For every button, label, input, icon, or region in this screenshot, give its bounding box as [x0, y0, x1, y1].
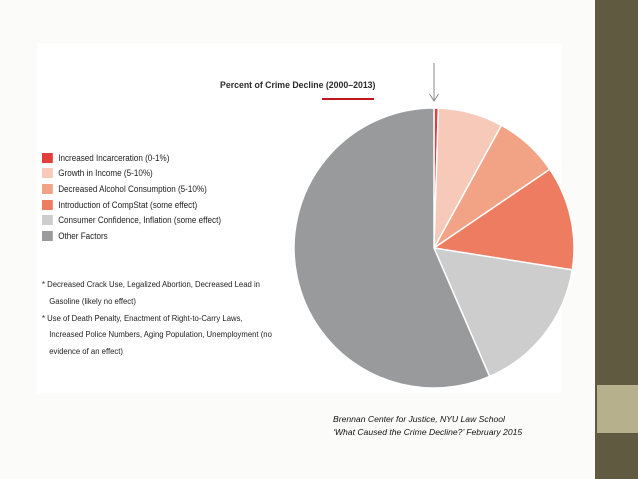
sidebar-tab — [597, 385, 638, 433]
legend-swatch — [42, 152, 53, 163]
pie-slice-4 — [432, 247, 574, 378]
pointer-arrow — [429, 63, 439, 102]
chart-title: Percent of Crime Decline (2000–2013) — [220, 80, 376, 91]
note-line: * Decreased Crack Use, Legalized Abortio… — [42, 279, 260, 289]
legend-label: Introduction of CompStat (some effect) — [58, 199, 198, 210]
pointer-arrow-head — [429, 93, 439, 102]
legend-label: Other Factors — [58, 230, 108, 241]
legend: Increased Incarceration (0-1%) Growth in… — [42, 150, 241, 244]
source-line: ‘What Caused the Crime Decline?’ Februar… — [333, 427, 523, 437]
source-citation: Brennan Center for Justice, NYU Law Scho… — [333, 413, 522, 439]
legend-label: Growth in Income (5-10%) — [58, 168, 153, 179]
note-line: * Use of Death Penalty, Enactment of Rig… — [42, 312, 243, 323]
legend-swatch — [42, 230, 53, 241]
legend-swatch — [42, 215, 53, 226]
note-line: evidence of an effect) — [49, 346, 124, 357]
legend-swatch — [42, 183, 53, 194]
legend-label: Consumer Confidence, Inflation (some eff… — [58, 215, 222, 226]
pie-slices — [293, 107, 575, 389]
title-underline — [322, 98, 374, 100]
note-line: Increased Police Numbers, Aging Populati… — [49, 329, 272, 340]
legend-swatch — [42, 168, 53, 179]
note-line: Gasoline (likely no effect) — [49, 295, 136, 306]
pie-chart — [293, 63, 575, 389]
legend-item: Increased Incarceration (0-1%) — [42, 150, 221, 166]
legend-item: Introduction of CompStat (some effect) — [42, 197, 221, 213]
legend-label: Increased Incarceration (0-1%) — [58, 152, 170, 163]
legend-swatch — [42, 199, 53, 210]
legend-label: Decreased Alcohol Consumption (5-10%) — [58, 183, 207, 194]
pie-slice-3 — [432, 168, 575, 271]
legend-item: Other Factors — [42, 228, 221, 244]
note: * Decreased Crack Use, Legalized Abortio… — [42, 276, 285, 310]
legend-item: Decreased Alcohol Consumption (5-10%) — [42, 181, 221, 197]
legend-item: Consumer Confidence, Inflation (some eff… — [42, 212, 221, 228]
legend-item: Growth in Income (5-10%) — [42, 166, 221, 182]
chart-notes: * Decreased Crack Use, Legalized Abortio… — [42, 276, 312, 360]
pie-slice-5 — [293, 107, 491, 389]
source-line: Brennan Center for Justice, NYU Law Scho… — [333, 414, 505, 424]
note: * Use of Death Penalty, Enactment of Rig… — [42, 310, 285, 360]
